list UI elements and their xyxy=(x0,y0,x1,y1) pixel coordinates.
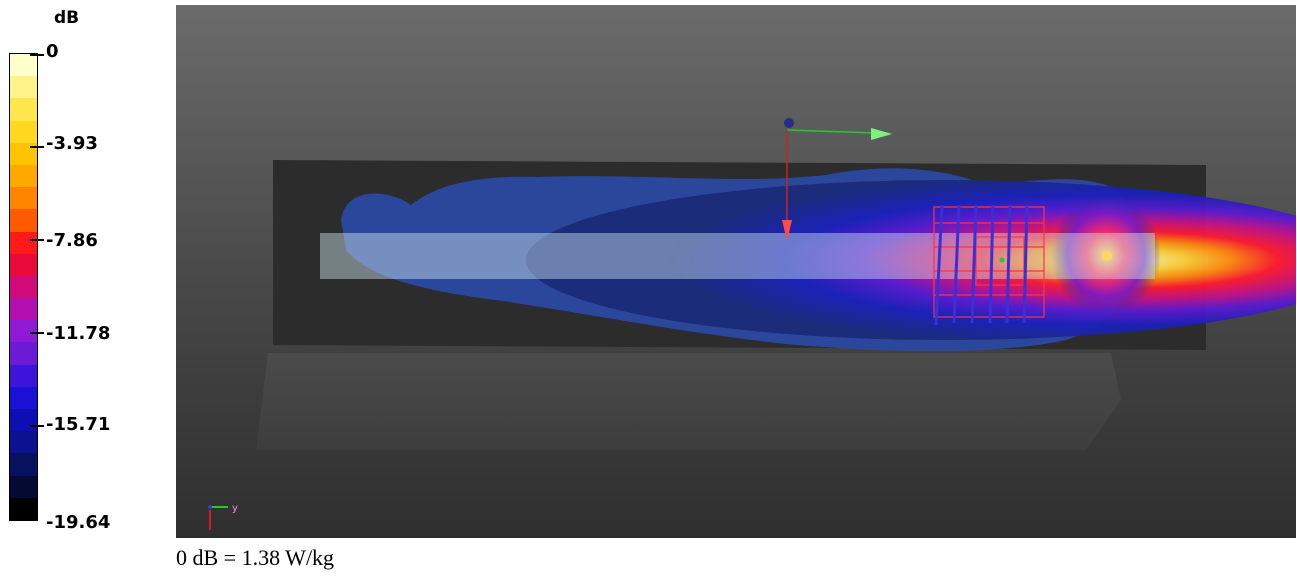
colorbar-swatch xyxy=(10,298,37,321)
scene-gizmo xyxy=(782,118,892,241)
phantom-floor-plate xyxy=(256,353,1121,450)
colorbar-swatch xyxy=(10,253,37,276)
legend-tick-mark xyxy=(30,239,44,241)
legend-tick-label-2: -7.86 xyxy=(46,230,98,251)
probe-center-dot xyxy=(999,257,1005,263)
colorbar-swatch xyxy=(10,364,37,387)
legend-tick-label-1: -3.93 xyxy=(46,133,98,154)
colorbar-swatch xyxy=(10,409,37,432)
colorbar-swatch xyxy=(10,475,37,498)
legend-tick-mark xyxy=(30,425,44,427)
colorbar-swatch xyxy=(10,497,37,520)
colorbar-swatch xyxy=(10,164,37,188)
axis-triad-icon: y xyxy=(208,503,238,530)
sar-distribution-scene: y xyxy=(208,118,1296,530)
legend-tick-label-0: 0 xyxy=(46,41,59,62)
colorbar-swatch xyxy=(10,342,37,365)
colorbar-swatch xyxy=(10,209,37,232)
axis-triad-label: y xyxy=(232,503,238,514)
colorbar-swatch xyxy=(10,98,37,121)
probe-grid-posts xyxy=(934,204,1029,326)
colorbar-swatch xyxy=(10,320,37,343)
colorbar-swatch xyxy=(10,187,37,210)
colorbar-swatch xyxy=(10,453,37,476)
legend-tick-mark xyxy=(30,146,44,148)
reference-value-caption: 0 dB = 1.38 W/kg xyxy=(176,545,335,570)
legend-tick-label-4: -15.71 xyxy=(46,414,111,435)
tip-hotspot-dot xyxy=(1102,251,1112,261)
colorbar-swatch xyxy=(10,76,37,99)
colorbar-swatch xyxy=(10,54,37,77)
colorbar-swatch xyxy=(10,231,37,254)
antenna-bar xyxy=(320,233,1155,279)
legend-tick-label-3: -11.78 xyxy=(46,323,111,344)
colorbar-swatch xyxy=(10,120,37,143)
legend-tick-mark xyxy=(30,332,44,334)
colorbar-swatch xyxy=(10,142,37,165)
sar-3d-viewport[interactable]: y xyxy=(176,5,1296,538)
legend-tick-label-5: -19.64 xyxy=(46,512,111,533)
colorbar-swatch xyxy=(10,275,37,299)
colorbar-swatch xyxy=(10,386,37,409)
legend-unit-label: dB xyxy=(54,8,80,28)
colorbar-scale xyxy=(9,53,38,521)
legend-tick-mark xyxy=(30,54,44,56)
colorbar-swatch xyxy=(10,431,37,454)
